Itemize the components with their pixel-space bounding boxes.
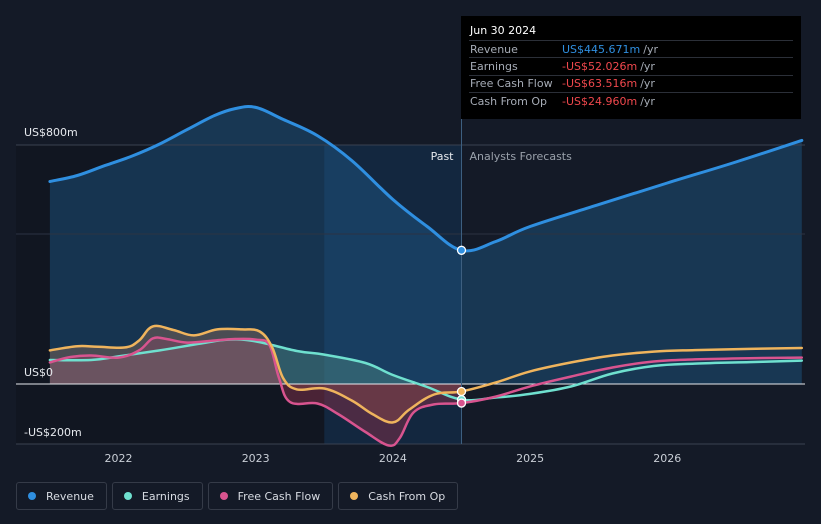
legend-dot-icon (28, 492, 36, 500)
tooltip-label: Free Cash Flow (470, 77, 553, 91)
cash-from-op-negative-area (49, 384, 461, 423)
y-axis-top-label: US$800m (24, 126, 78, 139)
tooltip-label: Cash From Op (470, 94, 548, 108)
legend: Revenue Earnings Free Cash Flow Cash Fro… (16, 482, 463, 510)
tooltip-label: Earnings (470, 60, 518, 74)
legend-label: Earnings (141, 489, 190, 503)
tooltip-unit: /yr (640, 77, 655, 91)
cash-from-op-line (48, 324, 804, 424)
negative-fills (49, 384, 461, 446)
legend-item-cash-from-op[interactable]: Cash From Op (338, 482, 459, 510)
legend-dot-icon (123, 492, 132, 500)
tooltip-value: -US$24.960m (562, 94, 638, 108)
tooltip-date: Jun 30 2024 (470, 24, 537, 37)
cash-from-op-marker (456, 386, 467, 397)
tooltip-value: -US$63.516m (562, 77, 638, 91)
legend-item-earnings[interactable]: Earnings (111, 482, 203, 510)
tooltip-unit: /yr (640, 60, 655, 74)
tooltip-unit: /yr (643, 42, 658, 56)
free-cash-flow-marker (456, 398, 467, 408)
earnings-line (48, 338, 804, 402)
x-tick-label: 2023 (242, 452, 270, 465)
x-tick-label: 2024 (379, 452, 407, 465)
tooltip-value: US$445.671m (562, 42, 641, 56)
revenue-area (49, 106, 802, 385)
tooltip-row-free-cash-flow: Free Cash Flow -US$63.516m /yr (469, 74, 793, 92)
past-fills (49, 325, 461, 446)
revenue-marker (456, 245, 467, 255)
tooltip-row-cash-from-op: Cash From Op -US$24.960m /yr (469, 92, 793, 109)
tooltip-unit: /yr (640, 94, 655, 108)
tooltip-row-earnings: Earnings -US$52.026m /yr (469, 57, 793, 74)
x-tick-label: 2022 (105, 452, 133, 465)
legend-dot-icon (219, 492, 228, 500)
x-tick-label: 2026 (653, 452, 681, 465)
revenue-line (48, 105, 804, 253)
legend-label: Cash From Op (368, 489, 446, 503)
tooltip-panel: Jun 30 2024 Revenue US$445.671m /yr Earn… (461, 16, 801, 119)
x-tick-label: 2025 (516, 452, 544, 465)
legend-item-revenue[interactable]: Revenue (16, 482, 107, 510)
positive-fills (49, 325, 461, 384)
tooltip-row-revenue: Revenue US$445.671m /yr (469, 40, 793, 57)
free-cash-flow-negative-area (49, 384, 461, 446)
legend-dot-icon (350, 492, 359, 500)
free-cash-flow-area (49, 337, 461, 384)
tooltip-value: -US$52.026m (562, 60, 638, 74)
legend-label: Revenue (46, 489, 94, 503)
legend-item-free-cash-flow[interactable]: Free Cash Flow (207, 482, 334, 510)
y-axis-bottom-label: -US$200m (24, 426, 82, 439)
y-axis-zero-label: US$0 (24, 366, 53, 379)
past-label: Past (431, 150, 455, 163)
tooltip-label: Revenue (470, 42, 518, 56)
forecast-label: Analysts Forecasts (470, 150, 573, 163)
free-cash-flow-line (48, 336, 804, 447)
legend-label: Free Cash Flow (237, 489, 321, 503)
